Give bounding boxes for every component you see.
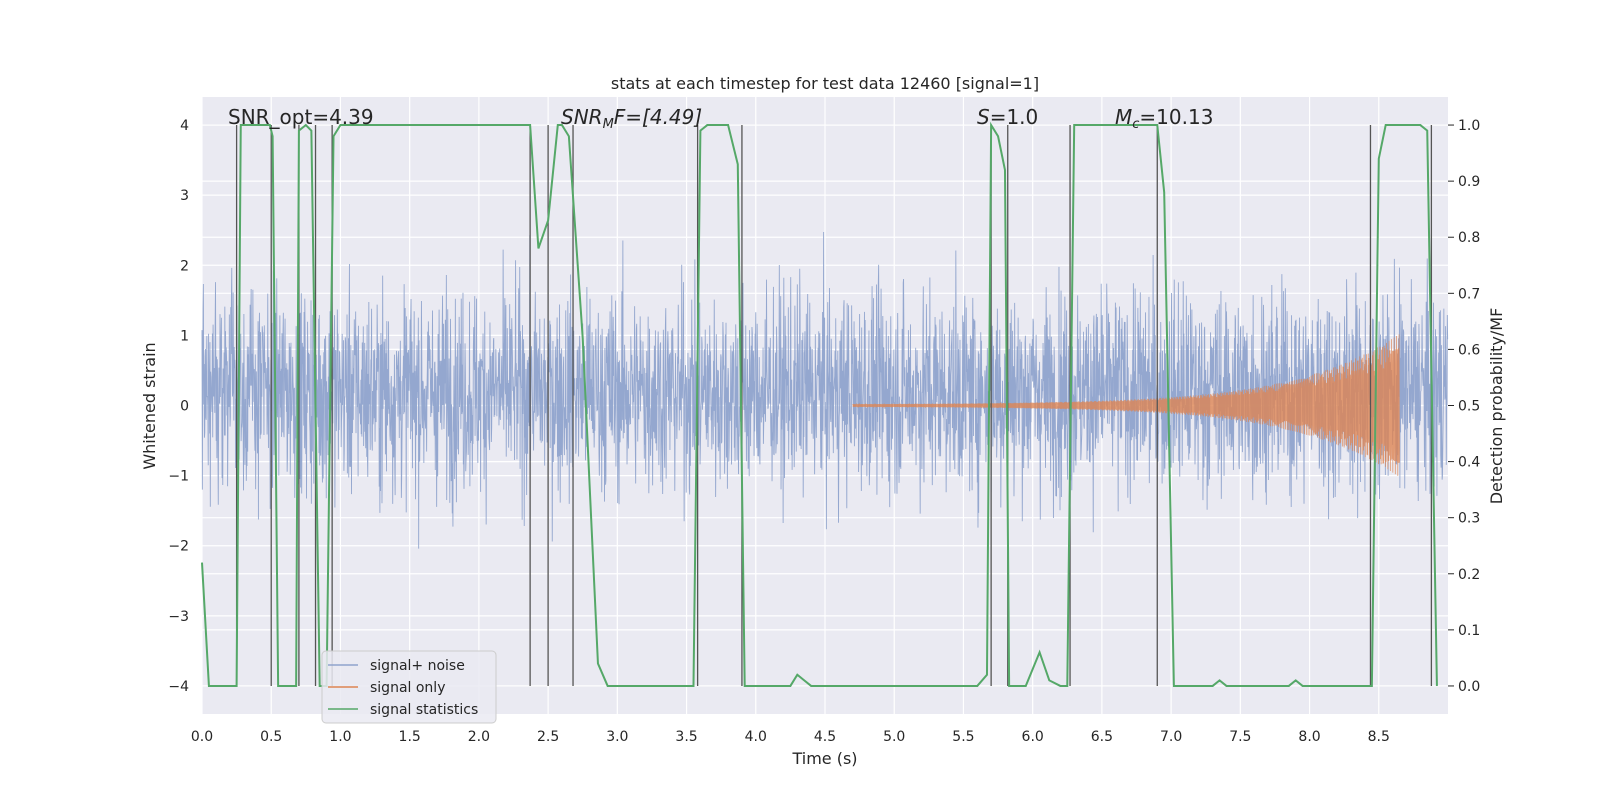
y-tick-label: 1	[180, 328, 189, 344]
snr-mf-subscript: M	[603, 117, 614, 132]
x-tick-label: 8.5	[1368, 729, 1390, 745]
x-tick-label: 5.5	[952, 729, 974, 745]
y-tick-label: 4	[180, 118, 189, 134]
annotation-s: S=1.0	[977, 105, 1038, 129]
x-tick-label: 0.5	[260, 729, 282, 745]
s-rest: =1.0	[990, 105, 1039, 129]
y-tick-label: −1	[168, 469, 189, 485]
annotation-snr-opt: SNR_opt=4.39	[228, 105, 374, 129]
y-tick-label: −2	[168, 539, 189, 555]
x-tick-label: 1.0	[329, 729, 351, 745]
y2-tick-label: 0.3	[1458, 511, 1480, 527]
y2-tick-label: 0.5	[1458, 399, 1480, 415]
mc-main: M	[1115, 105, 1132, 129]
x-tick-label: 5.0	[883, 729, 905, 745]
annotation-mc: Mc=10.13	[1115, 105, 1213, 132]
y-tick-label: 0	[180, 399, 189, 415]
x-axis-ticks: 0.0 0.5 1.0 1.5 2.0 2.5 3.0 3.5 4.0 4.5 5.0 5.5 6.0 6…	[191, 729, 1390, 745]
x-axis-label: Time (s)	[791, 749, 857, 768]
signal-statistics-series	[201, 121, 1438, 687]
x-tick-label: 6.5	[1091, 729, 1113, 745]
y2-tick-label: 1.0	[1458, 118, 1480, 134]
y2-tick-label: 0.7	[1458, 286, 1480, 302]
snr-mf-rest: F=[4.49]	[614, 105, 702, 129]
y-axis-ticks: −4 −3 −2 −1 0 1 2 3 4	[168, 118, 189, 695]
x-tick-label: 6.0	[1022, 729, 1044, 745]
snr-mf-main: SNR	[561, 105, 603, 129]
y-tick-label: −4	[168, 679, 189, 695]
y2-tick-label: 0.2	[1458, 567, 1480, 583]
y-axis-label: Whitened strain	[140, 342, 159, 469]
legend-label-signal-only: signal only	[370, 680, 445, 696]
signal-noise-series	[201, 232, 1449, 549]
y2-tick-label: 0.6	[1458, 342, 1480, 358]
y2-tick-label: 0.1	[1458, 623, 1480, 639]
mc-rest: =10.13	[1139, 105, 1213, 129]
mc-subscript: c	[1132, 117, 1139, 132]
x-tick-label: 3.5	[675, 729, 697, 745]
y-tick-label: 2	[180, 258, 189, 274]
x-tick-label: 2.0	[468, 729, 490, 745]
y2-tick-label: 0.0	[1458, 679, 1480, 695]
chart-title: stats at each timestep for test data 124…	[611, 74, 1039, 93]
x-tick-label: 7.0	[1160, 729, 1182, 745]
y-tick-label: −3	[168, 609, 189, 625]
y-tick-label: 3	[180, 188, 189, 204]
x-tick-label: 3.0	[606, 729, 628, 745]
y2-axis-ticks: 0.0 0.1 0.2 0.3 0.4 0.5 0.6 0.7 0.8 0.9 1.0	[1448, 118, 1480, 695]
legend-label-signal-noise: signal+ noise	[370, 658, 465, 674]
x-tick-label: 2.5	[537, 729, 559, 745]
signal-statistics-line	[201, 121, 1438, 687]
legend-box	[321, 650, 497, 724]
x-tick-label: 4.5	[814, 729, 836, 745]
x-tick-label: 1.5	[399, 729, 421, 745]
signal-noise-line	[201, 232, 1449, 549]
x-tick-label: 7.5	[1229, 729, 1251, 745]
s-main: S	[977, 105, 990, 129]
annotation-snr-mf: SNRMF=[4.49]	[561, 105, 702, 132]
y2-axis-label: Detection probability/MF	[1487, 308, 1506, 505]
y2-tick-label: 0.9	[1458, 174, 1480, 190]
signal-only-series	[852, 334, 1400, 476]
legend-label-signal-statistics: signal statistics	[370, 702, 478, 718]
y2-tick-label: 0.4	[1458, 455, 1480, 471]
y2-tick-label: 0.8	[1458, 230, 1480, 246]
legend: signal+ noise signal only signal statist…	[321, 650, 497, 724]
x-tick-label: 0.0	[191, 729, 213, 745]
x-tick-label: 4.0	[745, 729, 767, 745]
x-tick-label: 8.0	[1298, 729, 1320, 745]
signal-only-line	[852, 334, 1400, 476]
